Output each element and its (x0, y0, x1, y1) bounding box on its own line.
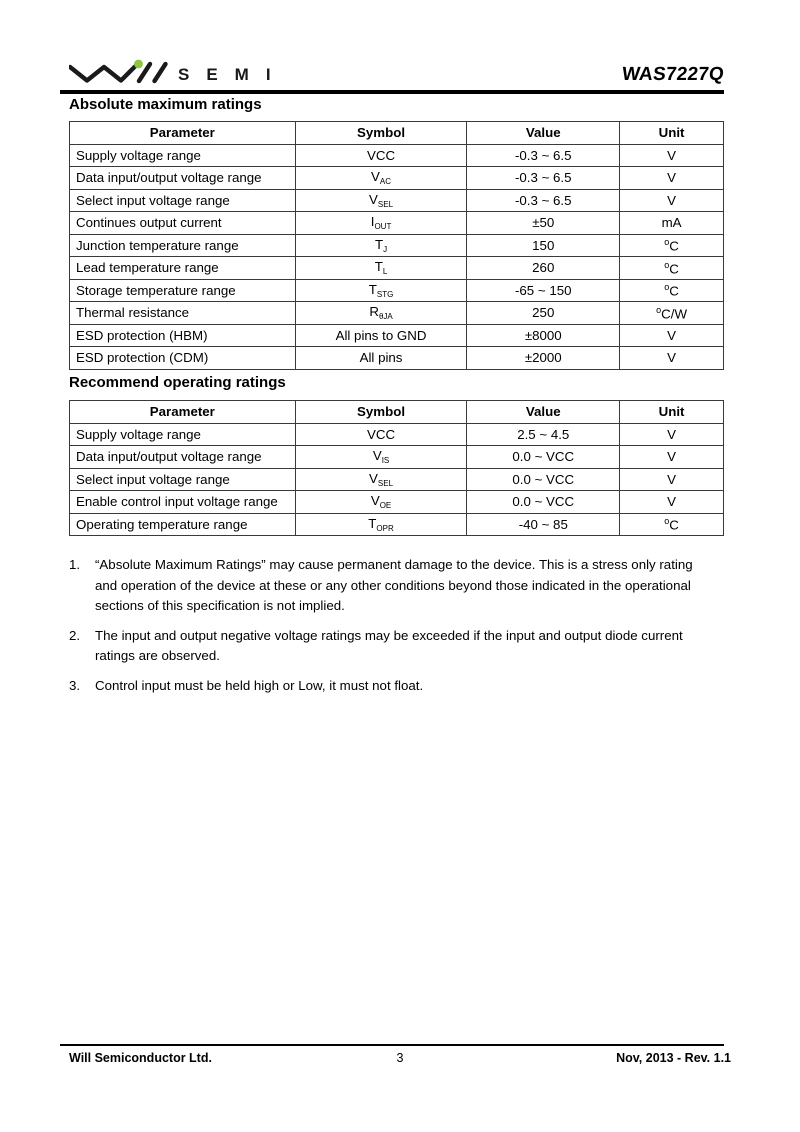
svg-text:SEMI: SEMI (178, 65, 288, 84)
